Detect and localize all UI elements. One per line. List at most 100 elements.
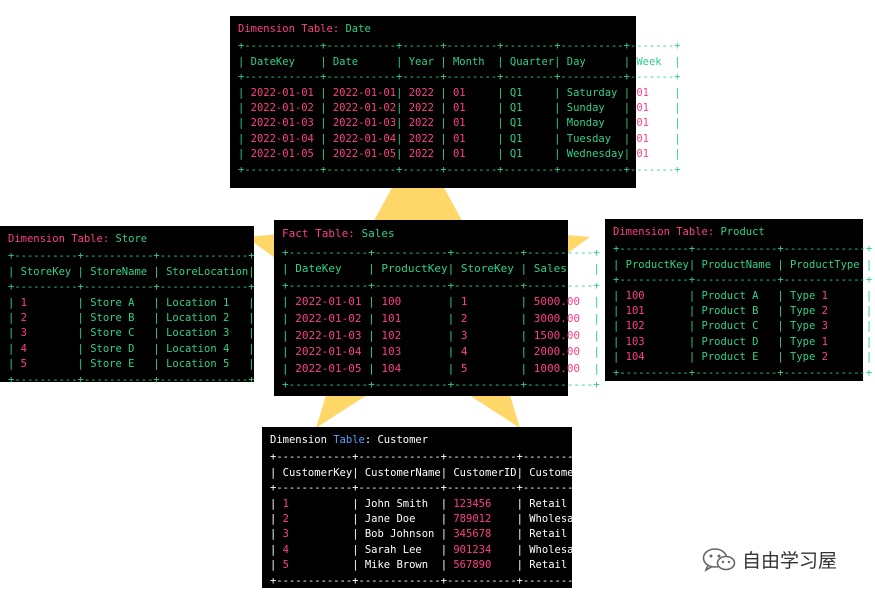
table-cell: 101 — [619, 305, 689, 318]
table-cell: 2022 — [402, 132, 441, 145]
sales-table-row: | 2022-01-02 | 101 | 2 | 3000.00 | — [282, 311, 600, 325]
table-cell: Monday — [560, 117, 624, 130]
table-border: +-----------+-------------+-------------… — [613, 274, 873, 287]
table-cell: Retail — [522, 528, 606, 541]
table-cell: 2022-01-02 — [244, 102, 321, 115]
table-border: +----------+-----------+--------------+ — [8, 281, 255, 294]
store-table-row: | 1 | Store A | Location 1 | — [8, 296, 255, 309]
column-header: ProductName — [695, 258, 778, 271]
table-cell: 3 — [454, 328, 521, 342]
table-cell: 2022 — [402, 117, 441, 130]
table-cell: 2022-01-05 — [288, 361, 369, 375]
table-cell: Location 4 — [159, 342, 249, 355]
table-cell: 3000.00 — [527, 311, 594, 325]
column-header: Quarter — [503, 55, 555, 68]
table-cell: Product C — [695, 320, 778, 333]
table-cell: 2022 — [402, 148, 441, 161]
table-cell: Saturday — [560, 86, 624, 99]
table-header-row: | DateKey | ProductKey| StoreKey | Sales… — [282, 262, 600, 276]
table-cell: Type 2 — [783, 305, 866, 318]
table-cell: Wednesday — [560, 148, 624, 161]
table-cell: Type 1 — [783, 335, 866, 348]
table-border: +------------+-----------+------+-------… — [238, 40, 681, 53]
wechat-icon — [702, 547, 736, 572]
table-cell: Product E — [695, 351, 778, 364]
table-cell: 3 — [276, 528, 353, 541]
table-cell: 01 — [630, 117, 675, 130]
date-table-row: | 2022-01-03 | 2022-01-03| 2022 | 01 | Q… — [238, 117, 681, 130]
table-cell: 1 — [276, 497, 353, 510]
table-cell: 123456 — [447, 497, 517, 510]
table-border: +------------+-----------+----------+---… — [282, 378, 600, 392]
watermark: 自由学习屋 — [702, 546, 837, 573]
table-cell: 01 — [446, 86, 498, 99]
column-header: Sales — [527, 262, 594, 276]
table-cell: 2022-01-02 — [288, 311, 369, 325]
column-header: Date — [326, 55, 397, 68]
table-cell: Location 3 — [159, 327, 249, 340]
date-table-row: | 2022-01-01 | 2022-01-01| 2022 | 01 | Q… — [238, 86, 681, 99]
table-cell: 1500.00 — [527, 328, 594, 342]
table-cell: 2022-01-02 — [326, 102, 397, 115]
table-cell: 01 — [630, 86, 675, 99]
table-cell: Sunday — [560, 102, 624, 115]
table-cell: Retail — [522, 497, 606, 510]
table-border: +------------+-----------+----------+---… — [282, 245, 600, 259]
column-header: CustomerName — [358, 466, 441, 479]
table-cell: 01 — [446, 132, 498, 145]
table-title: Dimension Table: Product — [613, 226, 765, 238]
table-cell: 01 — [446, 148, 498, 161]
table-border: +----------+-----------+--------------+ — [8, 373, 255, 386]
table-cell: 102 — [619, 320, 689, 333]
table-cell: 102 — [374, 328, 448, 342]
table-cell: Product D — [695, 335, 778, 348]
customer-table-row: | 3 | Bob Johnson | 345678 | Retail | — [270, 528, 612, 541]
table-cell: 5 — [14, 358, 78, 371]
table-title: Dimension Table: Date — [238, 23, 371, 35]
table-cell: 2000.00 — [527, 345, 594, 359]
table-cell: 103 — [374, 345, 448, 359]
sales-fact-table: Fact Table: Sales +------------+--------… — [274, 220, 600, 396]
column-header: CustomerKey — [276, 466, 353, 479]
table-cell: 1 — [14, 296, 78, 309]
column-header: ProductType — [783, 258, 866, 271]
table-cell: 2 — [14, 312, 78, 325]
customer-table-row: | 5 | Mike Brown | 567890 | Retail | — [270, 559, 612, 572]
table-cell: Store E — [83, 358, 154, 371]
table-cell: Location 1 — [159, 296, 249, 309]
table-cell: Q1 — [503, 148, 555, 161]
table-cell: 3 — [14, 327, 78, 340]
table-cell: Location 2 — [159, 312, 249, 325]
table-cell: 01 — [630, 148, 675, 161]
customer-table-row: | 4 | Sarah Lee | 901234 | Wholesale | — [270, 543, 612, 556]
table-cell: 104 — [619, 351, 689, 364]
table-header-row: | DateKey | Date | Year | Month | Quarte… — [238, 55, 681, 68]
column-header: ProductKey — [619, 258, 689, 271]
table-cell: 2022-01-03 — [244, 117, 321, 130]
customer-dimension-table: Dimension Table: Customer +------------+… — [262, 427, 612, 588]
column-header: Week — [630, 55, 675, 68]
store-table-row: | 2 | Store B | Location 2 | — [8, 312, 255, 325]
product-table-row: | 102 | Product C | Type 3 | — [613, 320, 873, 333]
table-cell: 101 — [374, 311, 448, 325]
column-header: ProductKey — [374, 262, 448, 276]
customer-table-row: | 1 | John Smith | 123456 | Retail | — [270, 497, 612, 510]
table-cell: 901234 — [447, 543, 517, 556]
table-cell: 01 — [446, 102, 498, 115]
table-cell: 4 — [14, 342, 78, 355]
table-cell: Q1 — [503, 86, 555, 99]
table-cell: Type 2 — [783, 351, 866, 364]
table-cell: Bob Johnson — [358, 528, 441, 541]
table-border: +------------+-----------+----------+---… — [282, 278, 600, 292]
table-cell: 2 — [454, 311, 521, 325]
date-table-row: | 2022-01-04 | 2022-01-04| 2022 | 01 | Q… — [238, 132, 681, 145]
table-cell: 2022-01-03 — [326, 117, 397, 130]
table-cell: Mike Brown — [358, 559, 441, 572]
table-cell: Jane Doe — [358, 513, 441, 526]
table-cell: Q1 — [503, 102, 555, 115]
column-header: CustomerID — [447, 466, 517, 479]
table-border: +------------+-------------+-----------+… — [270, 451, 612, 464]
table-cell: 104 — [374, 361, 448, 375]
table-cell: 2022-01-04 — [288, 345, 369, 359]
table-cell: 1000.00 — [527, 361, 594, 375]
